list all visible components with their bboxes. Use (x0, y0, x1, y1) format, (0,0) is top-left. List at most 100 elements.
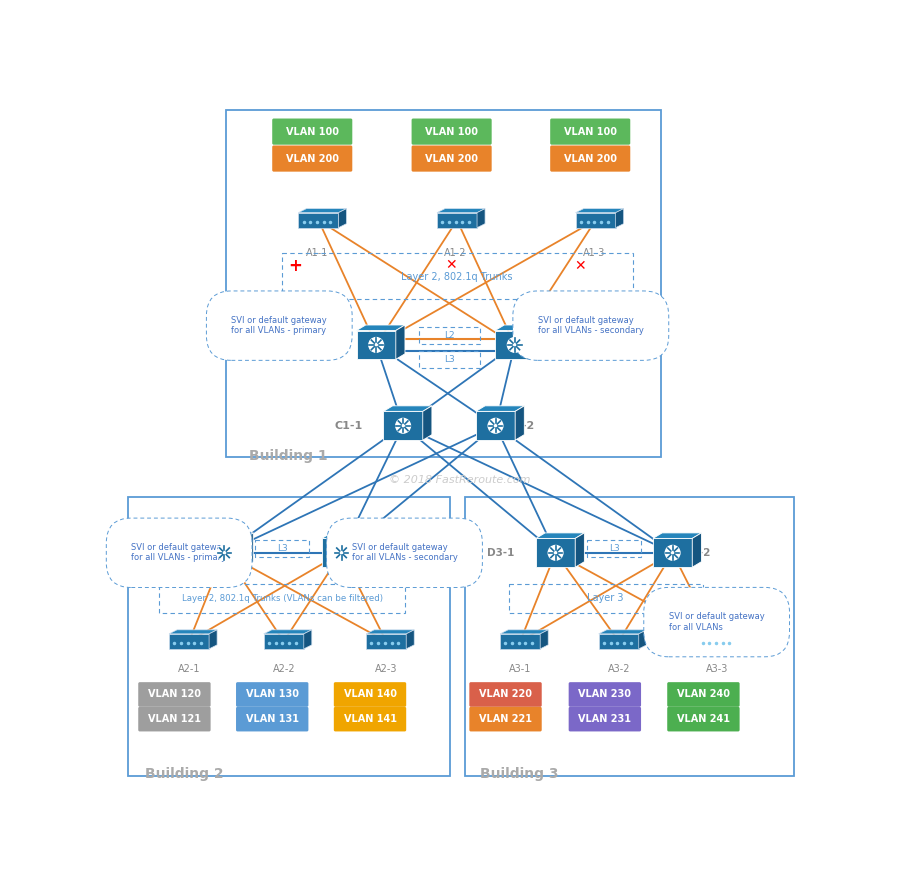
Text: L3: L3 (277, 543, 288, 552)
Circle shape (217, 545, 231, 560)
Text: C1-1: C1-1 (335, 420, 363, 431)
Text: Layer 3: Layer 3 (588, 593, 624, 604)
Text: ✕: ✕ (574, 259, 586, 273)
Bar (465, 497, 794, 776)
Bar (366, 634, 406, 649)
FancyBboxPatch shape (272, 119, 353, 145)
Polygon shape (169, 630, 217, 634)
Polygon shape (299, 209, 346, 212)
Text: D2-1: D2-1 (155, 548, 183, 558)
Text: VLAN 200: VLAN 200 (425, 154, 478, 164)
Polygon shape (540, 630, 548, 649)
Bar (476, 412, 515, 440)
Text: VLAN 100: VLAN 100 (425, 127, 478, 136)
Polygon shape (205, 533, 253, 538)
Circle shape (548, 545, 563, 560)
FancyBboxPatch shape (569, 707, 641, 731)
FancyBboxPatch shape (138, 707, 211, 731)
Polygon shape (406, 630, 414, 649)
Text: VLAN 231: VLAN 231 (579, 714, 631, 724)
Polygon shape (244, 533, 253, 567)
Text: Building 3: Building 3 (480, 767, 559, 781)
Text: L2: L2 (444, 331, 455, 340)
Text: L3: L3 (609, 543, 620, 552)
Circle shape (508, 337, 522, 352)
Bar (205, 538, 244, 567)
Polygon shape (697, 630, 745, 634)
Text: D3-2: D3-2 (684, 548, 710, 558)
Bar (299, 212, 338, 227)
Text: SVI or default gateway
for all VLANs - secondary: SVI or default gateway for all VLANs - s… (352, 543, 457, 563)
Polygon shape (515, 406, 525, 440)
Polygon shape (535, 325, 544, 359)
FancyBboxPatch shape (334, 707, 406, 731)
Text: Building 1: Building 1 (249, 449, 327, 463)
Text: VLAN 221: VLAN 221 (479, 714, 532, 724)
FancyBboxPatch shape (236, 707, 309, 731)
Text: VLAN 200: VLAN 200 (563, 154, 617, 164)
Bar (653, 538, 692, 567)
Polygon shape (639, 630, 647, 649)
Text: L3: L3 (444, 355, 455, 364)
Text: SVI or default gateway
for all VLANs - primary: SVI or default gateway for all VLANs - p… (231, 316, 327, 335)
Polygon shape (737, 630, 745, 649)
Bar (322, 538, 361, 567)
Bar (264, 634, 304, 649)
Bar (419, 351, 480, 368)
Circle shape (396, 419, 411, 433)
Text: A2-2: A2-2 (273, 665, 295, 674)
Text: A3-2: A3-2 (607, 665, 630, 674)
Polygon shape (575, 533, 584, 567)
Bar (536, 538, 575, 567)
FancyBboxPatch shape (667, 682, 740, 707)
Bar (226, 110, 661, 457)
Text: SVI or default gateway
for all VLANs - secondary: SVI or default gateway for all VLANs - s… (538, 316, 644, 335)
Text: A2-3: A2-3 (375, 665, 397, 674)
Bar (256, 540, 309, 557)
FancyBboxPatch shape (334, 682, 406, 707)
FancyBboxPatch shape (138, 682, 211, 707)
Polygon shape (477, 209, 485, 227)
Text: VLAN 100: VLAN 100 (286, 127, 339, 136)
Polygon shape (476, 406, 525, 412)
Text: VLAN 141: VLAN 141 (344, 714, 396, 724)
Text: VLAN 120: VLAN 120 (148, 689, 201, 699)
Polygon shape (384, 406, 432, 412)
FancyBboxPatch shape (236, 682, 309, 707)
Text: VLAN 230: VLAN 230 (579, 689, 631, 699)
Bar (283, 252, 632, 299)
Text: D1-1: D1-1 (307, 340, 336, 350)
Polygon shape (495, 325, 544, 330)
Text: A1-3: A1-3 (583, 248, 605, 258)
Text: D3-1: D3-1 (486, 548, 514, 558)
Bar (159, 583, 405, 612)
Circle shape (369, 337, 384, 352)
Polygon shape (304, 630, 312, 649)
FancyBboxPatch shape (569, 682, 641, 707)
Bar (501, 634, 540, 649)
Polygon shape (615, 209, 623, 227)
Polygon shape (653, 533, 701, 538)
Text: A1-2: A1-2 (444, 248, 466, 258)
Text: Layer 2, 802.1q Trunks: Layer 2, 802.1q Trunks (401, 273, 513, 282)
Circle shape (488, 419, 503, 433)
Polygon shape (536, 533, 584, 538)
Bar (697, 634, 737, 649)
Polygon shape (692, 533, 701, 567)
Bar (356, 330, 396, 359)
Bar (437, 212, 477, 227)
Text: VLAN 220: VLAN 220 (479, 689, 532, 699)
Text: VLAN 130: VLAN 130 (246, 689, 299, 699)
Text: A1-1: A1-1 (306, 248, 328, 258)
Polygon shape (366, 630, 414, 634)
FancyBboxPatch shape (412, 119, 492, 145)
Polygon shape (361, 533, 370, 567)
Text: VLAN 140: VLAN 140 (344, 689, 396, 699)
Circle shape (666, 545, 680, 560)
Text: SVI or default gateway
for all VLANs - primary: SVI or default gateway for all VLANs - p… (131, 543, 227, 563)
Polygon shape (338, 209, 346, 227)
Bar (588, 540, 641, 557)
Polygon shape (322, 533, 370, 538)
Bar (576, 212, 615, 227)
Text: SVI or default gateway
for all VLANs: SVI or default gateway for all VLANs (669, 612, 764, 632)
